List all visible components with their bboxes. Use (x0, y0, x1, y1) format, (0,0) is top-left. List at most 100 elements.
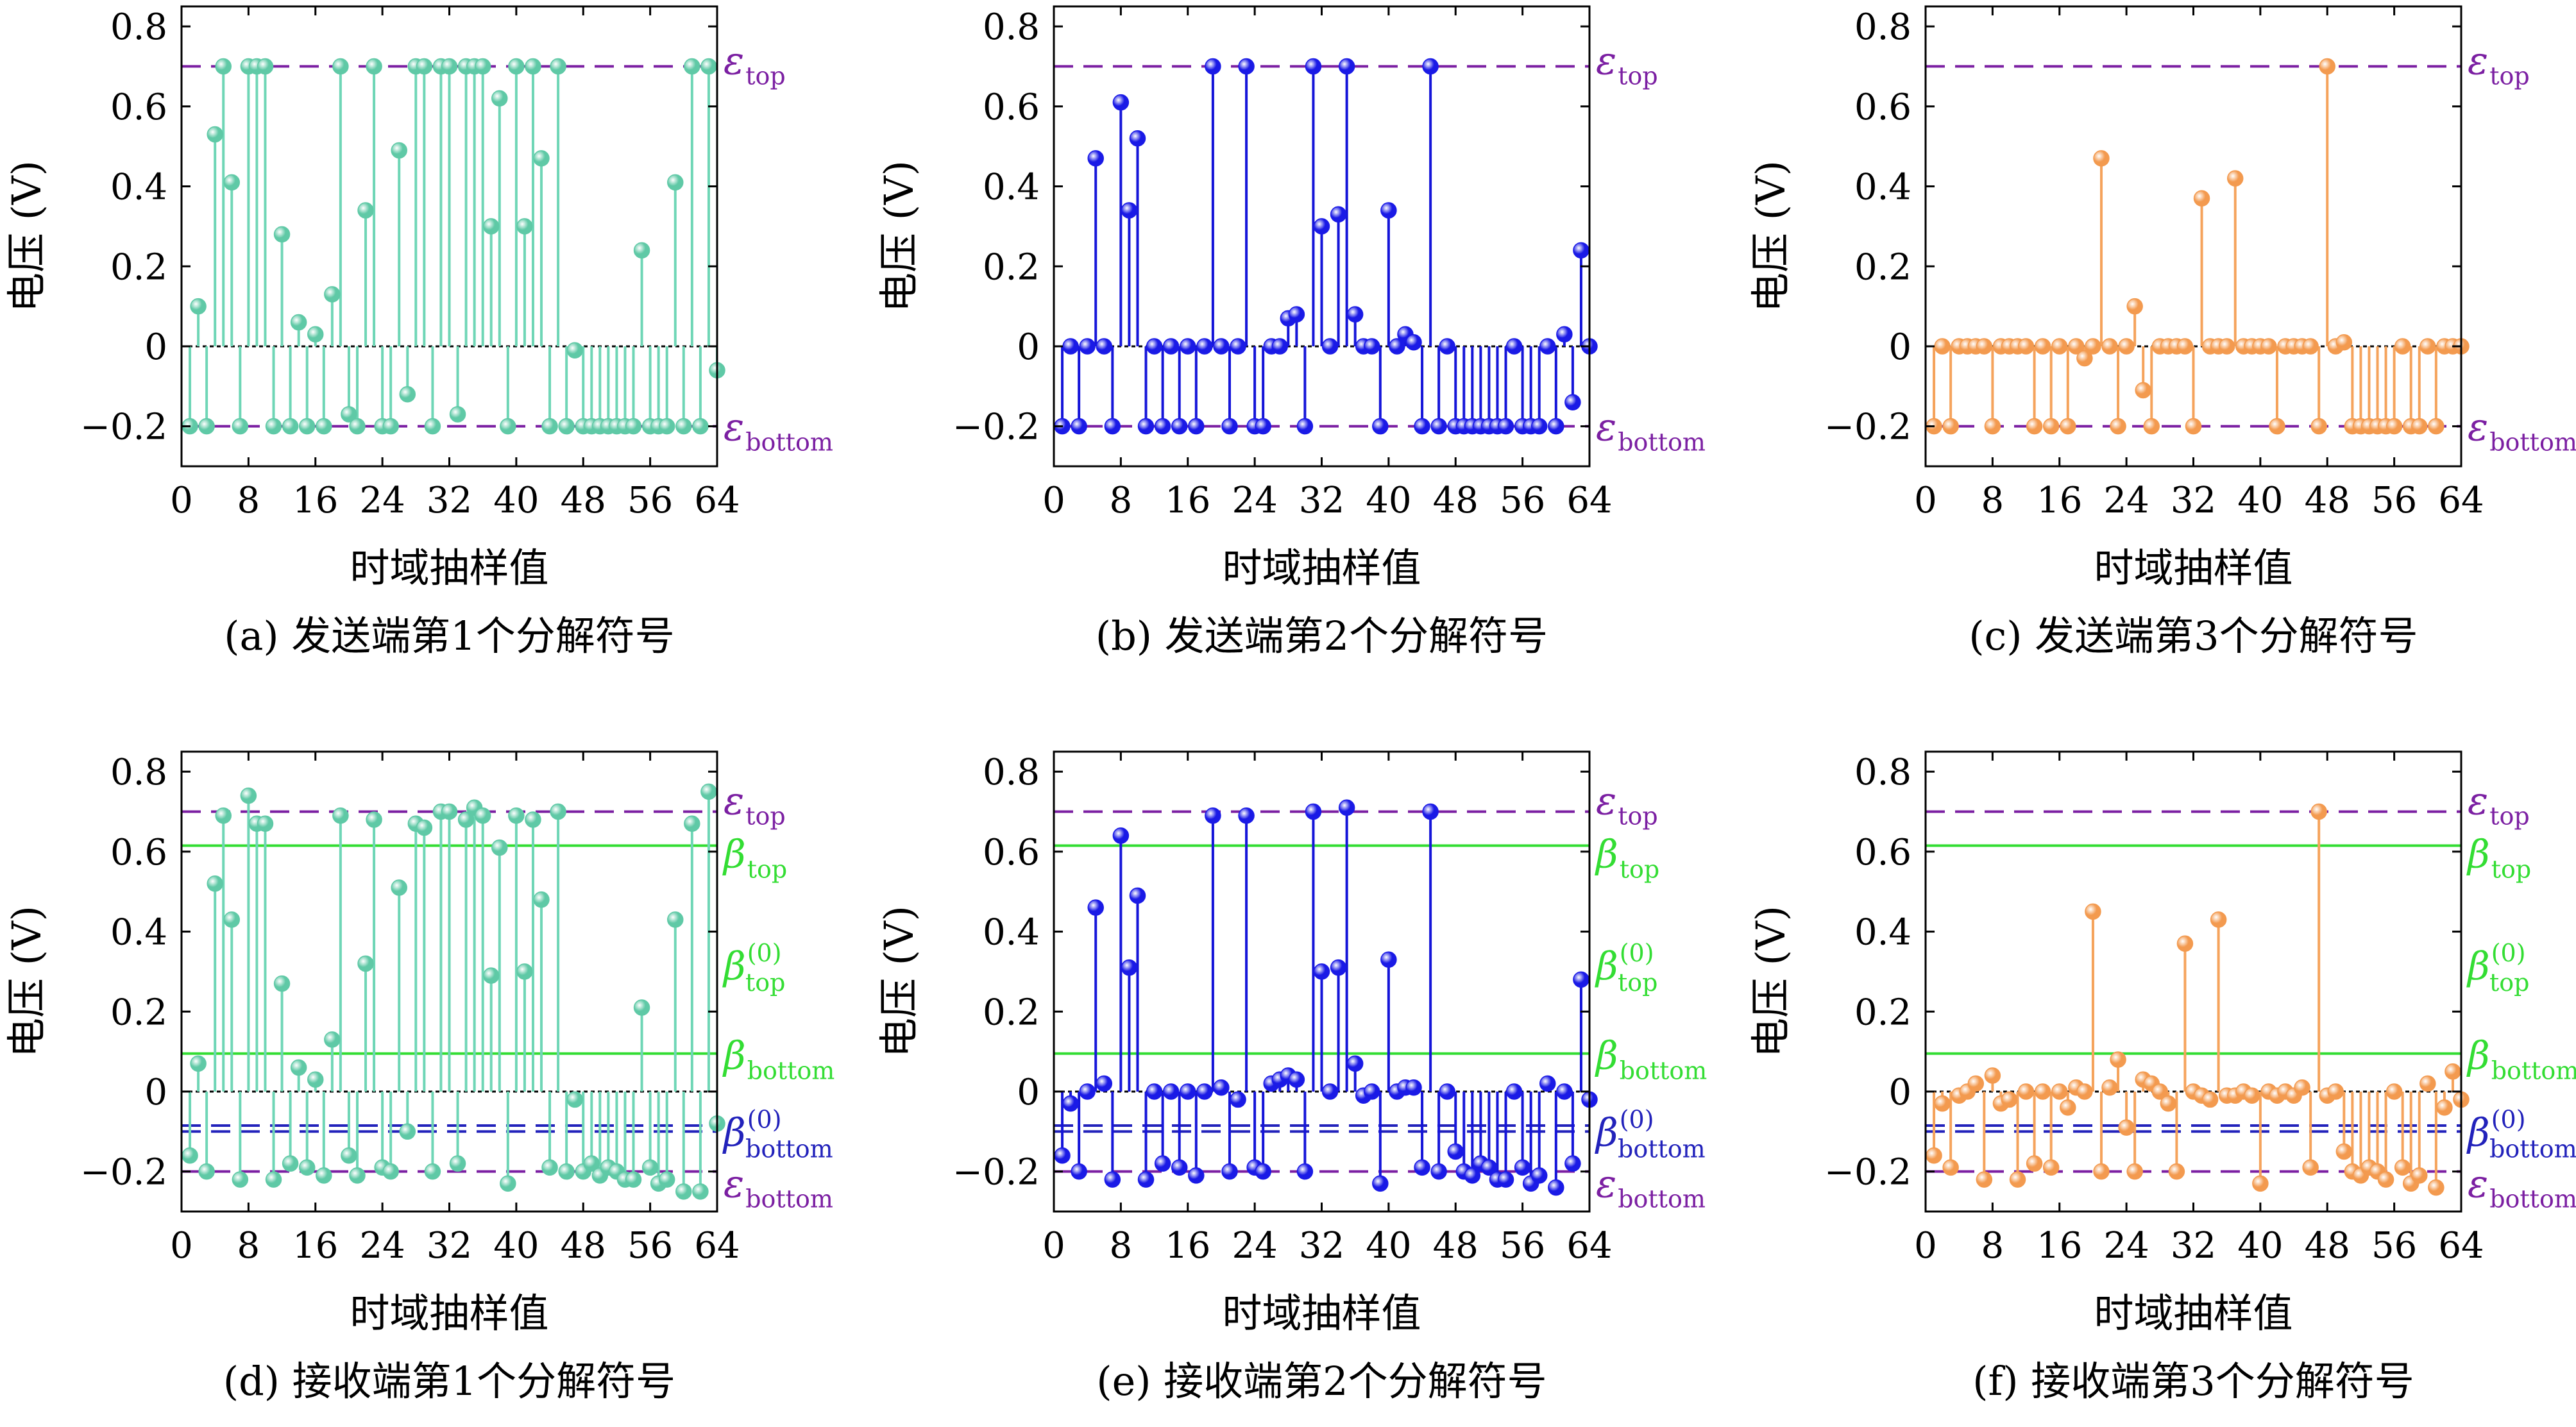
stem-marker (667, 911, 684, 928)
stem-marker (641, 1159, 659, 1176)
x-tick-label: 16 (1165, 1225, 1210, 1267)
stem-marker (257, 58, 274, 75)
subplot-f: 0 8 16 24 32 40 48 56 64−0.200.20.40.60.8时域抽样值电压… (1747, 750, 2576, 1405)
epsilon-top-label: εtop (1596, 39, 1658, 90)
stem-marker (1188, 1167, 1205, 1184)
stem-marker (1087, 899, 1104, 916)
stem-marker (232, 418, 249, 435)
x-tick-label: 40 (1366, 1225, 1411, 1267)
subplot-caption: (d) 接收端第1个分解符号 (223, 1358, 675, 1405)
stem-marker (1154, 418, 1171, 435)
stem-marker (1054, 1147, 1071, 1164)
stem-marker (667, 174, 684, 191)
stem-marker (2042, 418, 2060, 435)
x-tick-label: 16 (1165, 480, 1210, 521)
stem-marker (349, 1167, 366, 1184)
stem-marker (1104, 1171, 1121, 1188)
stem-marker (190, 298, 207, 315)
beta0-top-label-subscript: top (745, 968, 785, 997)
stem-marker (1079, 338, 1096, 355)
stem-marker (1104, 418, 1121, 435)
y-tick-label: 0.6 (983, 832, 1040, 874)
y-tick-label: 0.4 (1854, 912, 1911, 954)
stem-marker (525, 58, 541, 75)
y-axis-label: 电压 (V) (3, 906, 50, 1058)
stem-marker (533, 150, 550, 167)
x-tick-label: 48 (561, 1225, 606, 1267)
stem-marker (1530, 1167, 1548, 1184)
stem-marker (182, 1147, 198, 1164)
stem-marker (2294, 1079, 2310, 1096)
stem-marker (2411, 418, 2428, 435)
stem-marker (2310, 803, 2327, 820)
beta0-bottom-label: β(0) bottom (722, 1105, 833, 1163)
stem-marker (1255, 1163, 1271, 1180)
stem-marker (1405, 334, 1422, 351)
stem-marker (1439, 1083, 1455, 1100)
y-tick-label: 0.4 (110, 912, 167, 954)
subplot-caption: (b) 发送端第2个分解符号 (1096, 612, 1548, 659)
plot-area (1926, 65, 2461, 428)
stem-marker (298, 1159, 316, 1176)
stem-marker (198, 418, 215, 435)
stem-marker (1213, 1079, 1230, 1096)
stem-marker (2327, 1083, 2344, 1100)
stem-marker (700, 783, 717, 800)
stem-marker (2085, 338, 2101, 355)
stem-marker (1976, 1171, 1993, 1188)
y-tick-label: −0.2 (80, 1152, 167, 1194)
stem-marker (1205, 58, 1221, 75)
stem-marker (2160, 1095, 2177, 1112)
x-tick-label: 64 (694, 480, 740, 521)
stem-marker (215, 807, 232, 824)
stem-marker (2385, 418, 2403, 435)
stem-marker (2445, 1063, 2461, 1080)
x-tick-label: 56 (1500, 480, 1545, 521)
beta0-bottom-label-superscript: (0) (1620, 1105, 1654, 1133)
stem-marker (700, 58, 717, 75)
stem-marker (1380, 202, 1397, 219)
stem-marker (2302, 338, 2319, 355)
stem-marker (1573, 242, 1589, 259)
epsilon-top-label-symbol: ε (724, 779, 744, 824)
x-tick-label: 48 (1433, 480, 1479, 521)
stem-marker (349, 418, 366, 435)
beta-bottom-label-subscript: bottom (1620, 1057, 1707, 1085)
epsilon-bottom-label-subscript: bottom (1618, 428, 1706, 457)
x-tick-label: 0 (170, 1225, 193, 1267)
epsilon-bottom-label: εbottom (1596, 405, 1706, 457)
y-tick-label: 0.4 (983, 167, 1040, 208)
subplot-caption: (f) 接收端第3个分解符号 (1972, 1358, 2414, 1405)
stem-marker (1087, 150, 1104, 167)
y-tick-label: 0 (144, 326, 167, 368)
epsilon-bottom-label-subscript: bottom (2489, 428, 2576, 457)
beta-top-label-subscript: top (1620, 856, 1659, 884)
stem-marker (2051, 338, 2068, 355)
y-tick-label: 0.6 (983, 87, 1040, 128)
stem-marker (566, 342, 583, 359)
stem-marker (2126, 1163, 2143, 1180)
beta-bottom-label: βbottom (722, 1034, 835, 1085)
x-tick-label: 16 (2037, 480, 2082, 521)
y-tick-label: 0.6 (1854, 87, 1911, 128)
stem-marker (324, 1031, 341, 1048)
stem-marker (2068, 338, 2085, 355)
stem-marker (1330, 206, 1347, 223)
stem-marker (533, 891, 550, 908)
subplot-caption: (a) 发送端第1个分解符号 (224, 612, 675, 659)
epsilon-bottom-label-symbol: ε (2468, 1162, 2488, 1207)
y-tick-label: −0.2 (953, 407, 1040, 448)
y-tick-label: 0.2 (1854, 992, 1911, 1033)
y-axis-label: 电压 (V) (3, 160, 50, 312)
beta-bottom-label-subscript: bottom (2491, 1057, 2576, 1085)
stem-marker (391, 142, 407, 159)
epsilon-bottom-label-subscript: bottom (745, 1185, 833, 1213)
epsilon-top-label-subscript: top (1618, 802, 1657, 831)
y-tick-label: 0.2 (983, 246, 1040, 288)
beta0-top-label-symbol: β (2466, 944, 2490, 989)
stem-marker (2335, 1143, 2353, 1160)
x-tick-label: 48 (1433, 1225, 1479, 1267)
stem-marker (1346, 1055, 1364, 1072)
stem-marker (2319, 58, 2335, 75)
y-axis-label: 电压 (V) (1747, 160, 1794, 312)
